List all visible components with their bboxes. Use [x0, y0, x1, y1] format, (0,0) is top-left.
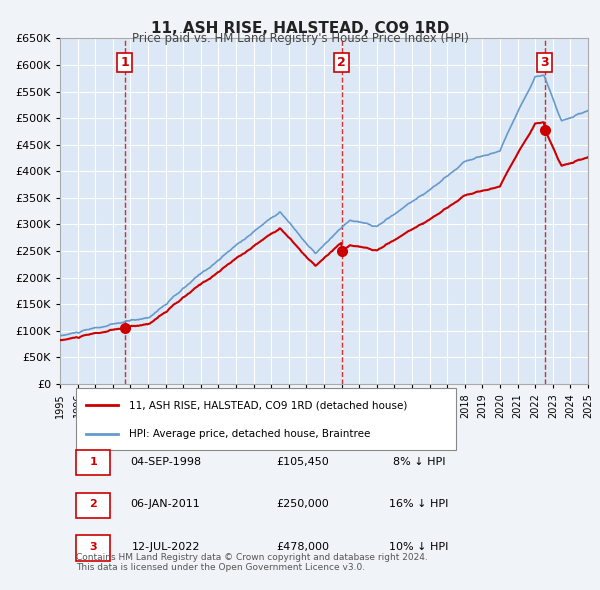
Text: 16% ↓ HPI: 16% ↓ HPI [389, 499, 449, 509]
Text: 3: 3 [89, 542, 97, 552]
Text: Contains HM Land Registry data © Crown copyright and database right 2024.
This d: Contains HM Land Registry data © Crown c… [76, 553, 428, 572]
Text: £250,000: £250,000 [277, 499, 329, 509]
Text: £478,000: £478,000 [277, 542, 329, 552]
FancyBboxPatch shape [76, 493, 110, 518]
Text: 12-JUL-2022: 12-JUL-2022 [131, 542, 200, 552]
Text: 04-SEP-1998: 04-SEP-1998 [130, 457, 201, 467]
Text: £105,450: £105,450 [277, 457, 329, 467]
Text: 2: 2 [89, 499, 97, 509]
FancyBboxPatch shape [76, 536, 110, 560]
FancyBboxPatch shape [76, 388, 456, 450]
Text: HPI: Average price, detached house, Braintree: HPI: Average price, detached house, Brai… [128, 430, 370, 440]
Text: 8% ↓ HPI: 8% ↓ HPI [393, 457, 445, 467]
Text: 1: 1 [120, 56, 129, 69]
Text: Price paid vs. HM Land Registry's House Price Index (HPI): Price paid vs. HM Land Registry's House … [131, 32, 469, 45]
Text: 06-JAN-2011: 06-JAN-2011 [131, 499, 200, 509]
FancyBboxPatch shape [76, 450, 110, 475]
Text: 11, ASH RISE, HALSTEAD, CO9 1RD (detached house): 11, ASH RISE, HALSTEAD, CO9 1RD (detache… [128, 400, 407, 410]
Text: 3: 3 [540, 56, 549, 69]
Text: 2: 2 [337, 56, 346, 69]
Text: 11, ASH RISE, HALSTEAD, CO9 1RD: 11, ASH RISE, HALSTEAD, CO9 1RD [151, 21, 449, 35]
Text: 1: 1 [89, 457, 97, 467]
Text: 10% ↓ HPI: 10% ↓ HPI [389, 542, 449, 552]
